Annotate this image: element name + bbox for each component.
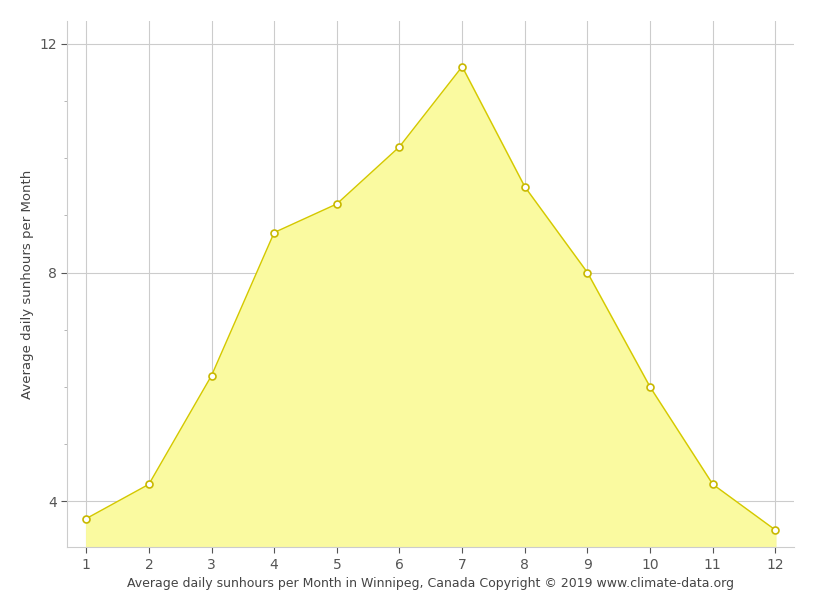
X-axis label: Average daily sunhours per Month in Winnipeg, Canada Copyright © 2019 www.climat: Average daily sunhours per Month in Winn… (127, 577, 734, 590)
Y-axis label: Average daily sunhours per Month: Average daily sunhours per Month (21, 169, 34, 398)
